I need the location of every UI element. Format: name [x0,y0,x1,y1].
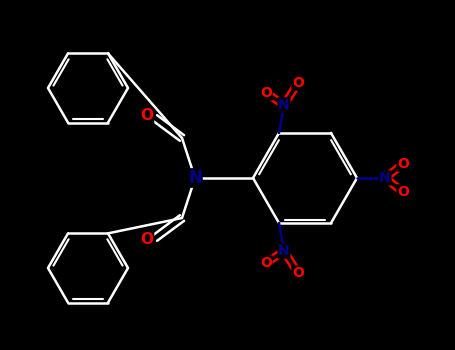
Text: N: N [278,98,290,112]
Text: N: N [278,244,290,258]
Text: O: O [397,157,409,171]
Text: O: O [260,86,272,100]
Text: N: N [188,169,202,187]
Text: O: O [260,256,272,270]
Text: O: O [141,232,153,247]
Text: N: N [379,171,391,185]
Text: O: O [292,266,304,280]
Text: O: O [292,76,304,90]
Text: O: O [397,185,409,199]
Text: O: O [141,108,153,124]
